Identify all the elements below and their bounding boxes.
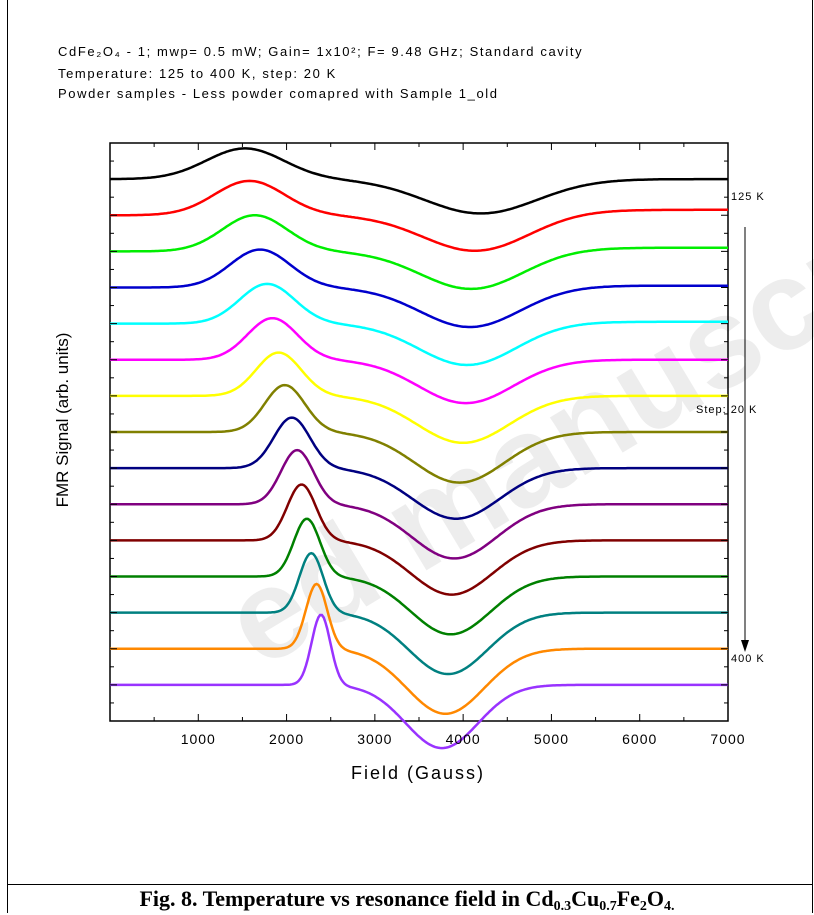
caption-separator bbox=[7, 884, 813, 885]
caption-o: O bbox=[646, 886, 665, 911]
series-line-14 bbox=[110, 582, 728, 716]
x-tick-label-4000: 4000 bbox=[446, 731, 481, 747]
series-line-9 bbox=[110, 416, 728, 520]
temperature-arrowhead bbox=[741, 640, 749, 652]
series-line-11 bbox=[110, 483, 728, 596]
series-line-15 bbox=[110, 613, 728, 750]
x-ticks: 1000 2000 3000 4000 5000 6000 7000 bbox=[153, 143, 745, 747]
y-ticks bbox=[110, 160, 728, 704]
x-tick-label-1000: 1000 bbox=[181, 731, 216, 747]
x-tick-label-3000: 3000 bbox=[357, 731, 392, 747]
temperature-range-note: Temperature: 125 to 400 K, step: 20 K bbox=[58, 66, 337, 81]
caption-sub-fe: 2 bbox=[639, 899, 647, 914]
series-line-1 bbox=[109, 147, 728, 215]
label-125k: 125 K bbox=[731, 191, 765, 203]
figure-frame bbox=[7, 0, 813, 913]
x-tick-label-5000: 5000 bbox=[534, 731, 569, 747]
y-axis-label: FMR Signal (arb. units) bbox=[53, 333, 72, 508]
series-line-5 bbox=[110, 282, 728, 367]
caption-sub-o: 4. bbox=[664, 899, 675, 914]
x-tick-label-2000: 2000 bbox=[269, 731, 304, 747]
label-400k: 400 K bbox=[731, 653, 765, 665]
sample-description-note: Powder samples - Less powder comapred wi… bbox=[58, 86, 499, 101]
experiment-conditions-note: CdFe₂O₄ - 1; mwp= 0.5 mW; Gain= 1x10²; F… bbox=[58, 44, 584, 59]
series-line-6 bbox=[110, 316, 728, 405]
x-axis-label: Field (Gauss) bbox=[351, 763, 485, 783]
x-tick-label-7000: 7000 bbox=[710, 731, 745, 747]
series-line-8 bbox=[110, 383, 728, 484]
label-step: Step: 20 K bbox=[696, 404, 757, 416]
caption-fe: Fe bbox=[616, 886, 640, 911]
series-group bbox=[109, 147, 728, 750]
caption-cu: Cu bbox=[571, 886, 600, 911]
series-line-12 bbox=[110, 517, 728, 636]
series-line-10 bbox=[110, 448, 728, 560]
series-line-4 bbox=[110, 248, 728, 329]
series-line-3 bbox=[110, 214, 728, 291]
caption-sub-cu: 0.7 bbox=[599, 899, 617, 914]
caption-text: Fig. 8. Temperature vs resonance field i… bbox=[139, 886, 554, 911]
caption-sub-cd: 0.3 bbox=[553, 899, 572, 914]
series-line-7 bbox=[110, 351, 728, 445]
series-line-13 bbox=[110, 551, 728, 676]
x-tick-label-6000: 6000 bbox=[622, 731, 657, 747]
series-line-2 bbox=[110, 179, 728, 252]
figure-caption: Fig. 8. Temperature vs resonance field i… bbox=[0, 886, 814, 915]
